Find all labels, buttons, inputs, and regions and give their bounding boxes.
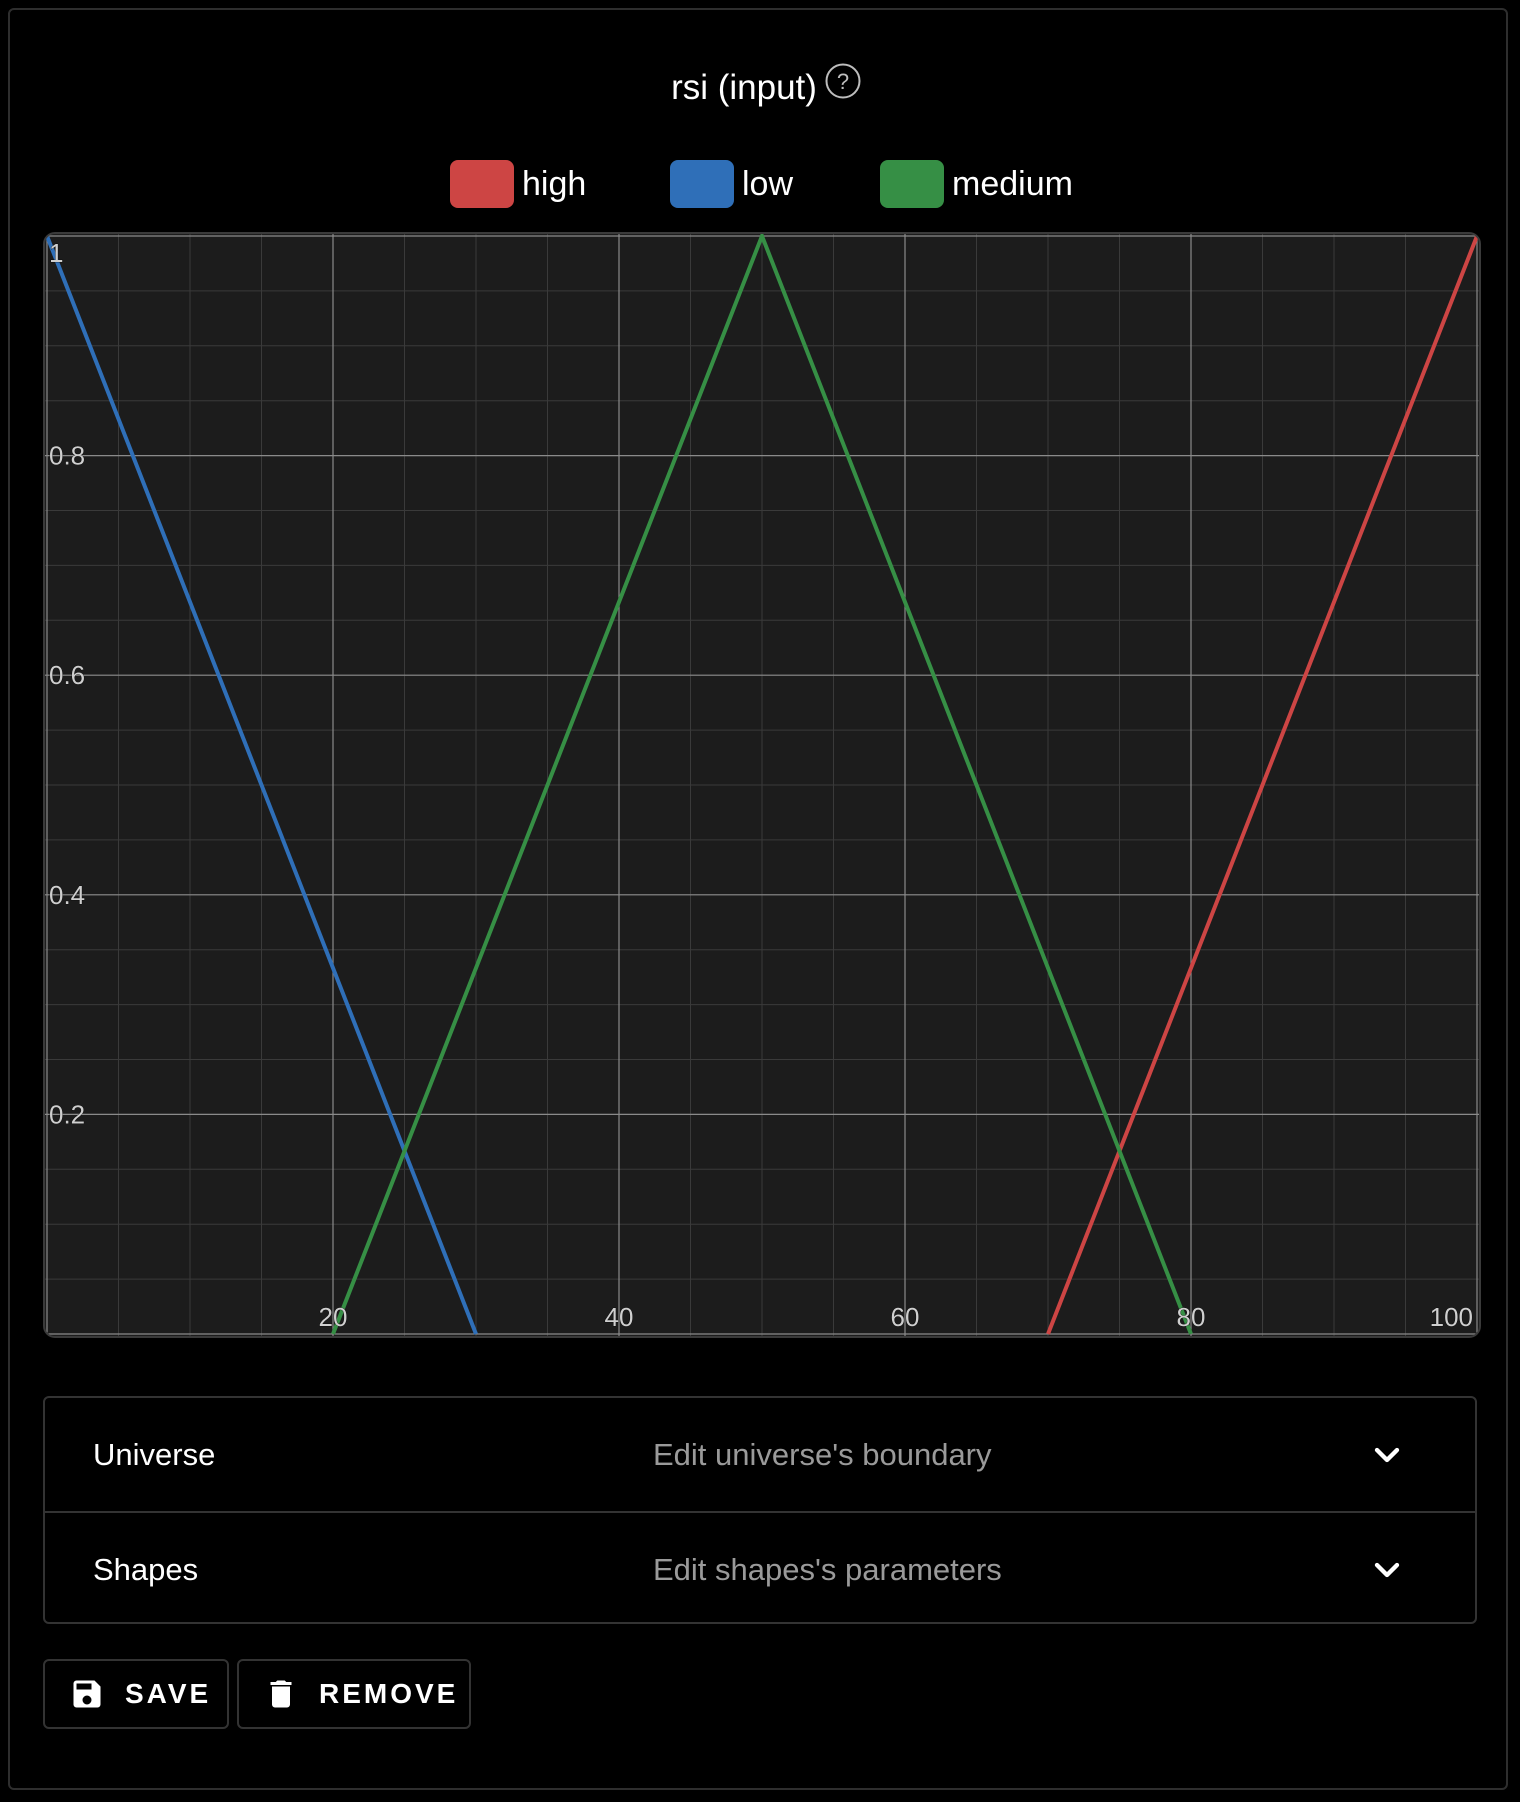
x-tick-label: 60: [891, 1302, 920, 1332]
chevron-down-icon[interactable]: [1367, 1435, 1407, 1475]
legend-label-medium: medium: [952, 164, 1073, 203]
y-tick-label: 0.6: [49, 660, 85, 690]
accordion-universe-description: Edit universe's boundary: [653, 1436, 992, 1472]
save-label: SAVE: [125, 1678, 212, 1709]
y-tick-label: 1: [49, 238, 63, 268]
x-tick-label: 80: [1177, 1302, 1206, 1332]
variable-title: rsi (input): [671, 68, 817, 107]
save-icon: [73, 1680, 101, 1708]
title-row: rsi (input): [10, 66, 1506, 110]
y-tick-label: 0.4: [49, 880, 85, 910]
chart-legend: high low medium: [10, 160, 1506, 208]
legend-swatch-low: [670, 160, 734, 208]
accordion-universe[interactable]: Universe Edit universe's boundary: [45, 1398, 1475, 1511]
legend-swatch-high: [450, 160, 514, 208]
series-line-medium: [331, 234, 1193, 1335]
legend-item-low[interactable]: low: [670, 160, 793, 208]
accordion-shapes-description: Edit shapes's parameters: [653, 1551, 1002, 1587]
help-circle-icon[interactable]: ?: [824, 62, 862, 100]
remove-button[interactable]: REMOVE: [237, 1659, 471, 1729]
membership-chart[interactable]: 20 40 60 80 100 0.2 0.4 0.6 0.8 1: [43, 232, 1481, 1338]
chevron-down-icon[interactable]: [1367, 1550, 1407, 1590]
variable-card: rsi (input) ? high low medium 20 40 60 80 10…: [8, 8, 1508, 1790]
legend-label-high: high: [522, 164, 587, 203]
legend-item-medium[interactable]: medium: [880, 160, 1073, 208]
x-tick-label: 40: [605, 1302, 634, 1332]
x-tick-label: 100: [1430, 1302, 1473, 1332]
legend-swatch-medium: [880, 160, 944, 208]
settings-accordion: Universe Edit universe's boundary Shapes…: [43, 1396, 1477, 1624]
y-tick-label: 0.8: [49, 441, 85, 471]
chart-canvas: 20 40 60 80 100 0.2 0.4 0.6 0.8 1: [45, 234, 1479, 1336]
remove-label: REMOVE: [319, 1678, 459, 1709]
y-tick-label: 0.2: [49, 1099, 85, 1129]
trash-icon: [270, 1680, 292, 1708]
accordion-shapes[interactable]: Shapes Edit shapes's parameters: [45, 1511, 1475, 1626]
save-button[interactable]: SAVE: [43, 1659, 229, 1729]
x-tick-label: 20: [319, 1302, 348, 1332]
legend-label-low: low: [742, 164, 794, 203]
accordion-universe-label: Universe: [93, 1436, 216, 1472]
accordion-shapes-label: Shapes: [93, 1551, 199, 1587]
svg-text:?: ?: [837, 69, 849, 94]
legend-item-high[interactable]: high: [450, 160, 586, 208]
